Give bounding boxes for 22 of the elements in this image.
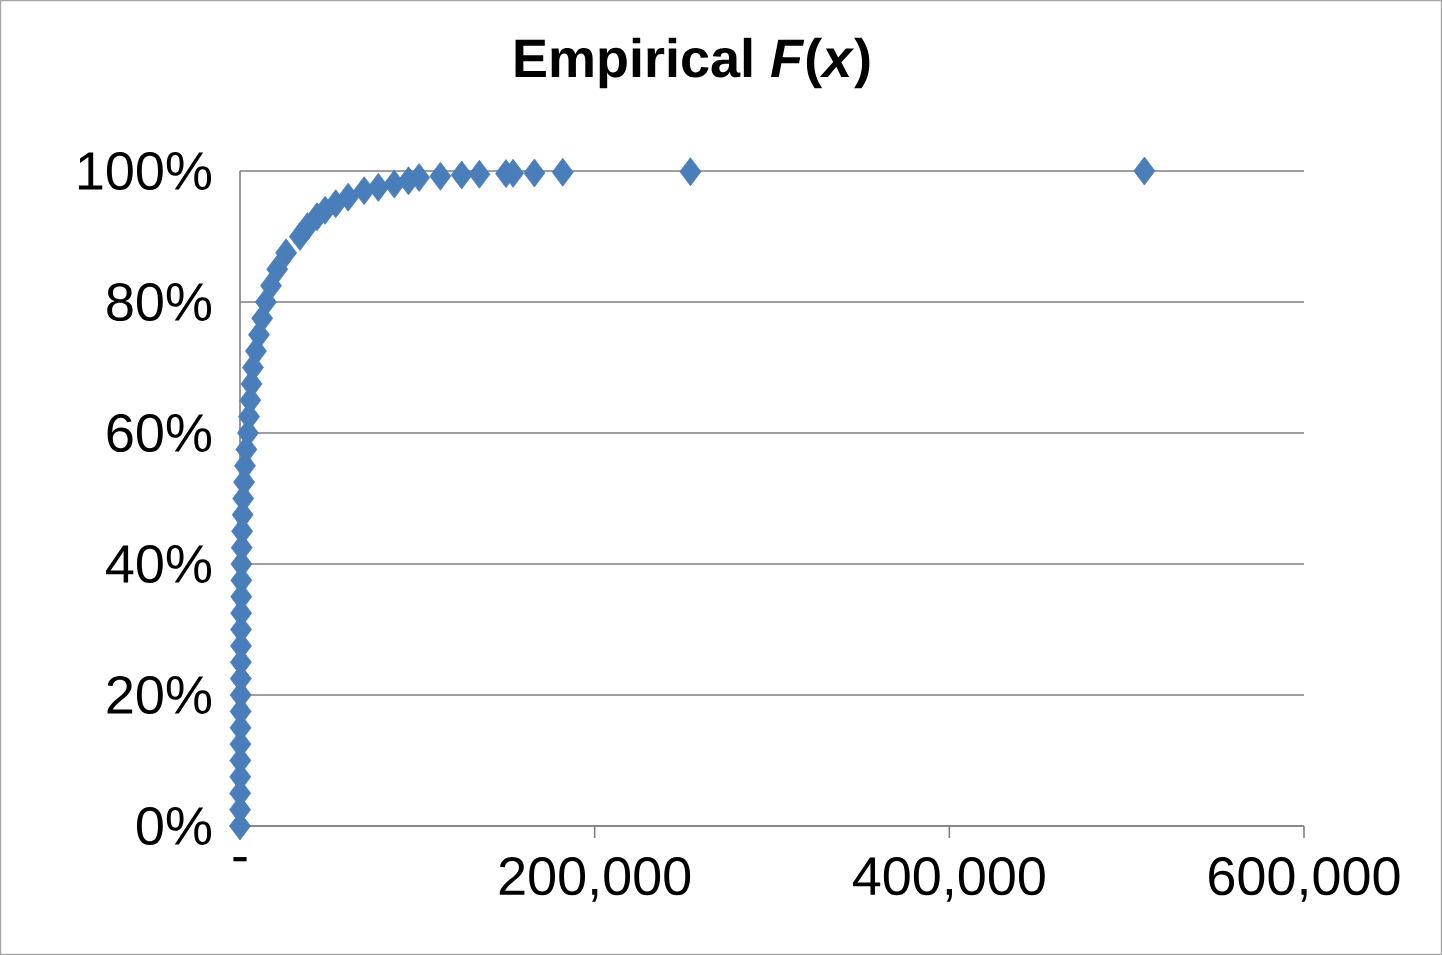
point — [429, 161, 452, 191]
point — [266, 254, 289, 284]
y-tick-label: 20% — [107, 675, 212, 715]
y-tick-label: 40% — [106, 544, 212, 584]
y-tick-label: 100% — [78, 151, 212, 191]
x-tick-label: 400,000 — [852, 857, 1045, 902]
x-tick-label: 600,000 — [1209, 857, 1400, 902]
point — [468, 159, 491, 189]
x-tick-label: 200,000 — [499, 857, 691, 902]
point — [1133, 156, 1156, 186]
point — [551, 157, 574, 187]
point — [523, 158, 546, 188]
point — [275, 238, 298, 268]
point — [367, 172, 390, 202]
y-tick-label: 60% — [107, 413, 212, 453]
y-tick-label: 0% — [136, 806, 212, 846]
point — [679, 157, 702, 187]
chart-title: Empirical F(x) — [515, 37, 870, 89]
y-tick-label: 80% — [107, 282, 212, 322]
point — [450, 160, 473, 190]
point — [337, 182, 360, 212]
x-tick-label: - — [233, 857, 247, 862]
